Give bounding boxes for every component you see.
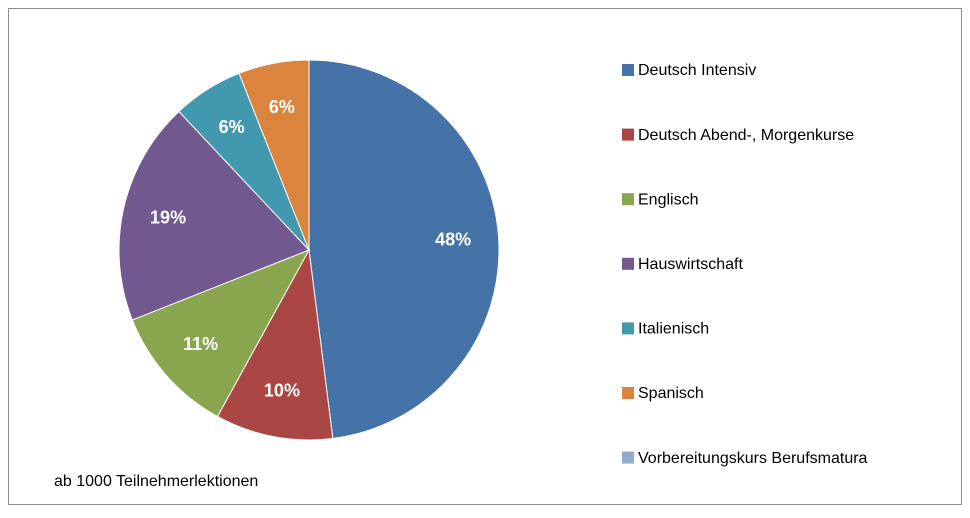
legend-label: Italienisch — [638, 321, 709, 338]
legend-label: Vorbereitungskurs Berufsmatura — [638, 450, 868, 467]
legend-swatch — [622, 128, 634, 141]
pie-slice — [131, 249, 311, 418]
pie-slice — [118, 110, 310, 321]
legend-swatch — [622, 64, 634, 76]
data-label: 10% — [264, 381, 300, 401]
legend-label: Deutsch Intensiv — [638, 62, 756, 79]
legend-swatch — [622, 451, 634, 464]
pie-slice — [216, 248, 334, 441]
data-label: 19% — [150, 207, 186, 227]
legend-swatch — [622, 193, 634, 206]
legend-swatch — [622, 387, 634, 399]
legend-swatch — [622, 322, 634, 335]
data-label: 6% — [269, 97, 295, 117]
legend-label: Englisch — [638, 191, 698, 208]
data-label: 6% — [219, 117, 245, 137]
data-label: 11% — [183, 334, 218, 354]
annotation: ab 1000 Teilnehmerlektionen — [54, 473, 258, 490]
legend-label: Spanisch — [638, 385, 704, 402]
legend-label: Deutsch Abend-, Morgenkurse — [638, 127, 854, 144]
data-label: 48% — [435, 230, 471, 250]
legend-swatch — [622, 257, 634, 270]
pie-slice — [308, 59, 500, 440]
legend-label: Hauswirtschaft — [638, 256, 743, 273]
